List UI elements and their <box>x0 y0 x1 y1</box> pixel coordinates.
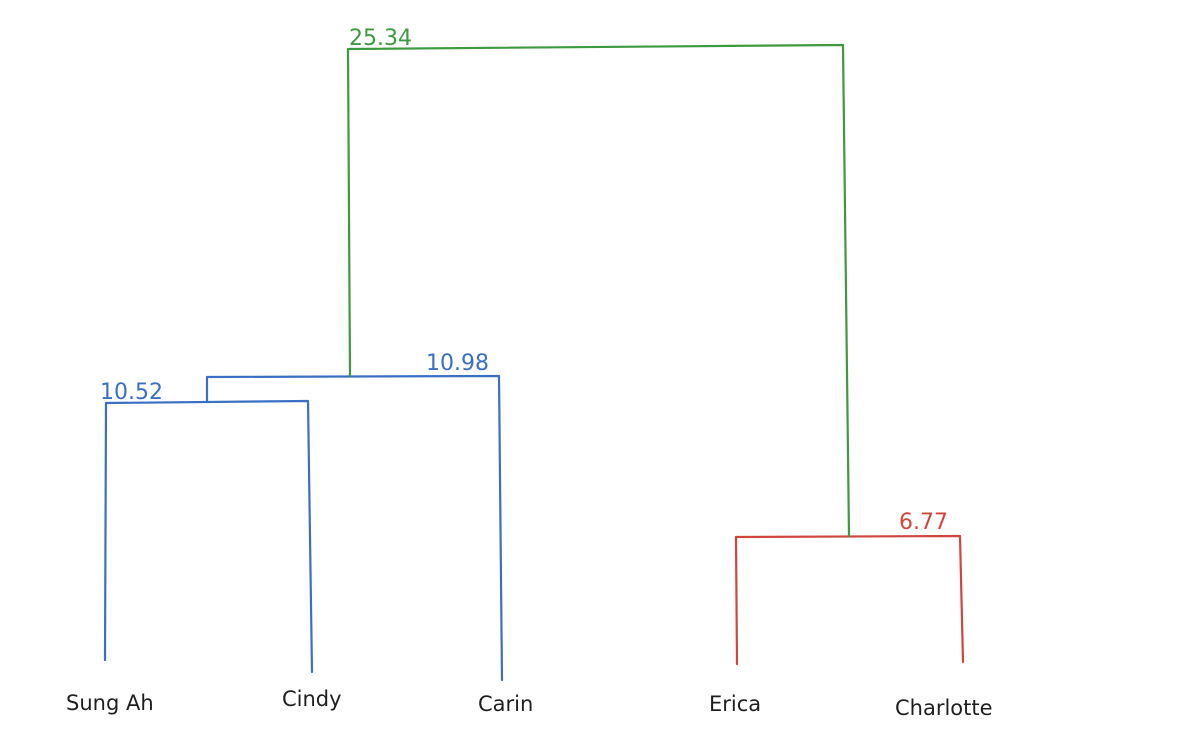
dendrogram-links <box>103 43 965 682</box>
link-cluster-carin <box>205 374 504 682</box>
link-root <box>346 43 851 538</box>
link-sung-ah-cindy <box>103 399 314 674</box>
link-erica-charlotte <box>734 534 965 666</box>
leaf-label-erica: Erica <box>709 692 761 716</box>
height-label-root: 25.34 <box>349 26 412 51</box>
leaf-label-carin: Carin <box>478 692 533 716</box>
leaf-label-sung-ah: Sung Ah <box>66 691 154 715</box>
height-label-cluster-carin: 10.98 <box>426 351 489 376</box>
leaf-labels: Sung Ah Cindy Carin Erica Charlotte <box>66 687 993 720</box>
height-label-erica-charlotte: 6.77 <box>899 510 948 535</box>
height-label-sung-ah-cindy: 10.52 <box>100 380 163 405</box>
leaf-label-charlotte: Charlotte <box>895 696 993 720</box>
merge-height-labels: 10.52 10.98 6.77 25.34 <box>100 26 948 535</box>
leaf-label-cindy: Cindy <box>282 687 342 711</box>
